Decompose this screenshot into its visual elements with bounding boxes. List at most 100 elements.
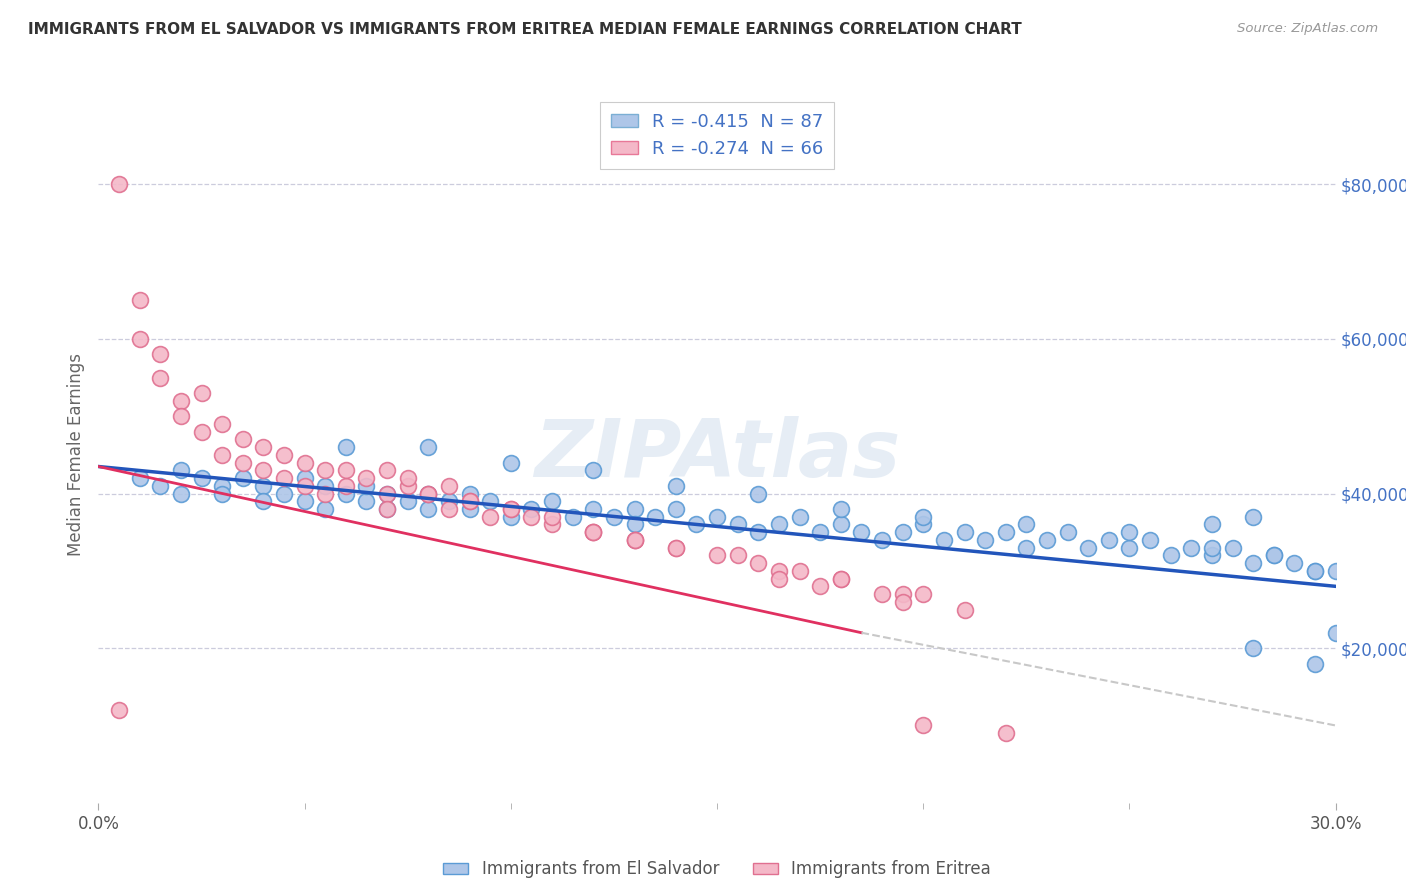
Point (190, 425, 212, 439)
Point (273, 486, 295, 500)
Point (375, 486, 398, 500)
Point (418, 440, 440, 454)
Point (1263, 549, 1285, 563)
Point (1303, 657, 1326, 671)
Point (335, 479, 357, 493)
Y-axis label: Median Female Earnings: Median Female Earnings (66, 353, 84, 557)
Point (870, 533, 893, 547)
Point (252, 440, 274, 454)
Point (211, 448, 233, 462)
Point (418, 486, 440, 500)
Point (211, 417, 233, 431)
Point (808, 579, 831, 593)
Point (149, 347, 172, 361)
Point (418, 502, 440, 516)
Point (252, 479, 274, 493)
Point (994, 726, 1017, 740)
Point (294, 456, 316, 470)
Point (1241, 556, 1264, 570)
Point (314, 463, 336, 477)
Point (479, 494, 502, 508)
Point (375, 486, 398, 500)
Point (747, 525, 769, 540)
Point (418, 486, 440, 500)
Point (211, 479, 233, 493)
Point (335, 463, 357, 477)
Point (335, 486, 357, 500)
Point (1160, 549, 1182, 563)
Point (912, 509, 935, 524)
Point (1324, 625, 1347, 640)
Point (727, 549, 749, 563)
Point (294, 479, 316, 493)
Point (1303, 564, 1326, 578)
Text: Source: ZipAtlas.com: Source: ZipAtlas.com (1237, 22, 1378, 36)
Point (499, 502, 522, 516)
Point (190, 471, 212, 485)
Point (232, 433, 254, 447)
Point (541, 494, 564, 508)
Point (561, 509, 583, 524)
Point (912, 517, 935, 532)
Point (294, 471, 316, 485)
Point (789, 509, 811, 524)
Point (1139, 533, 1161, 547)
Point (1324, 564, 1347, 578)
Point (768, 572, 790, 586)
Point (1201, 549, 1223, 563)
Point (1263, 549, 1285, 563)
Point (665, 502, 688, 516)
Point (335, 440, 357, 454)
Point (912, 587, 935, 601)
Point (623, 517, 645, 532)
Point (520, 509, 543, 524)
Point (273, 448, 295, 462)
Point (375, 463, 398, 477)
Point (665, 479, 688, 493)
Point (128, 332, 150, 346)
Point (418, 486, 440, 500)
Point (437, 502, 460, 516)
Point (1201, 541, 1223, 555)
Point (1241, 641, 1264, 656)
Point (623, 533, 645, 547)
Point (520, 502, 543, 516)
Point (582, 525, 605, 540)
Point (170, 409, 193, 424)
Point (768, 517, 790, 532)
Point (314, 486, 336, 500)
Point (603, 509, 626, 524)
Point (623, 502, 645, 516)
Point (499, 456, 522, 470)
Point (396, 494, 419, 508)
Point (747, 486, 769, 500)
Point (1222, 541, 1244, 555)
Point (541, 509, 564, 524)
Point (582, 525, 605, 540)
Point (1015, 541, 1038, 555)
Point (128, 293, 150, 308)
Point (458, 494, 481, 508)
Point (375, 502, 398, 516)
Point (541, 517, 564, 532)
Point (314, 479, 336, 493)
Point (582, 463, 605, 477)
Point (149, 370, 172, 384)
Point (356, 479, 378, 493)
Point (190, 386, 212, 401)
Point (830, 517, 852, 532)
Point (458, 486, 481, 500)
Point (1036, 533, 1059, 547)
Point (891, 595, 914, 609)
Point (128, 471, 150, 485)
Point (891, 587, 914, 601)
Point (232, 471, 254, 485)
Point (706, 509, 728, 524)
Point (108, 178, 131, 192)
Point (789, 564, 811, 578)
Point (1098, 533, 1121, 547)
Point (1180, 541, 1202, 555)
Point (706, 549, 728, 563)
Point (211, 486, 233, 500)
Point (1241, 509, 1264, 524)
